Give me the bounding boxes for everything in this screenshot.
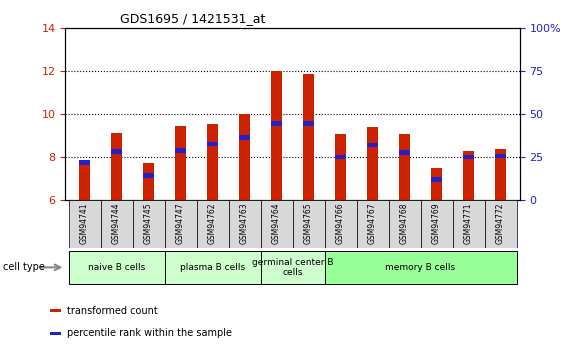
FancyBboxPatch shape [197,200,228,248]
FancyBboxPatch shape [357,200,389,248]
FancyBboxPatch shape [485,200,516,248]
Text: percentile rank within the sample: percentile rank within the sample [67,328,232,338]
Text: memory B cells: memory B cells [386,263,456,272]
Bar [271,121,282,126]
FancyBboxPatch shape [165,251,261,284]
Bar [143,164,154,200]
Bar [431,168,442,200]
Bar [175,148,186,153]
Bar [495,149,506,200]
FancyBboxPatch shape [324,251,516,284]
FancyBboxPatch shape [69,200,101,248]
Text: GSM94767: GSM94767 [368,203,377,244]
Bar [463,155,474,159]
Bar [111,133,122,200]
Bar [431,177,442,182]
FancyBboxPatch shape [101,200,132,248]
FancyBboxPatch shape [389,200,420,248]
Text: GSM94747: GSM94747 [176,203,185,244]
Bar [367,127,378,200]
FancyBboxPatch shape [261,251,324,284]
Text: plasma B cells: plasma B cells [180,263,245,272]
Bar [399,134,410,200]
Text: GSM94745: GSM94745 [144,203,153,244]
FancyBboxPatch shape [165,200,197,248]
Text: GDS1695 / 1421531_at: GDS1695 / 1421531_at [120,12,265,25]
Bar [335,134,346,200]
FancyBboxPatch shape [69,251,165,284]
Text: GSM94765: GSM94765 [304,203,313,244]
Bar [335,155,346,159]
Text: GSM94764: GSM94764 [272,203,281,244]
Bar [51,309,61,312]
Text: transformed count: transformed count [67,306,158,315]
FancyBboxPatch shape [453,200,485,248]
Text: germinal center B
cells: germinal center B cells [252,258,333,277]
Bar [367,143,378,147]
FancyBboxPatch shape [324,200,357,248]
Text: GSM94772: GSM94772 [496,203,505,244]
Bar [175,126,186,200]
Bar [239,135,250,140]
Bar [303,74,314,200]
Bar [399,150,410,155]
Bar [79,161,90,200]
Text: GSM94744: GSM94744 [112,203,121,244]
Bar [51,332,61,335]
Text: GSM94741: GSM94741 [80,203,89,244]
Text: cell type: cell type [3,263,45,272]
Bar [143,173,154,178]
Bar [495,154,506,158]
Text: GSM94771: GSM94771 [464,203,473,244]
FancyBboxPatch shape [132,200,165,248]
FancyBboxPatch shape [420,200,453,248]
Text: GSM94766: GSM94766 [336,203,345,244]
Bar [463,150,474,200]
Text: GSM94768: GSM94768 [400,203,409,244]
FancyBboxPatch shape [261,200,293,248]
Text: GSM94763: GSM94763 [240,203,249,244]
Text: GSM94769: GSM94769 [432,203,441,244]
Text: GSM94762: GSM94762 [208,203,217,244]
FancyBboxPatch shape [228,200,261,248]
Bar [239,114,250,200]
Text: naive B cells: naive B cells [88,263,145,272]
Bar [207,142,218,146]
Bar [303,121,314,126]
Bar [79,160,90,165]
Bar [111,149,122,154]
Bar [271,71,282,200]
FancyBboxPatch shape [293,200,324,248]
Bar [207,124,218,200]
